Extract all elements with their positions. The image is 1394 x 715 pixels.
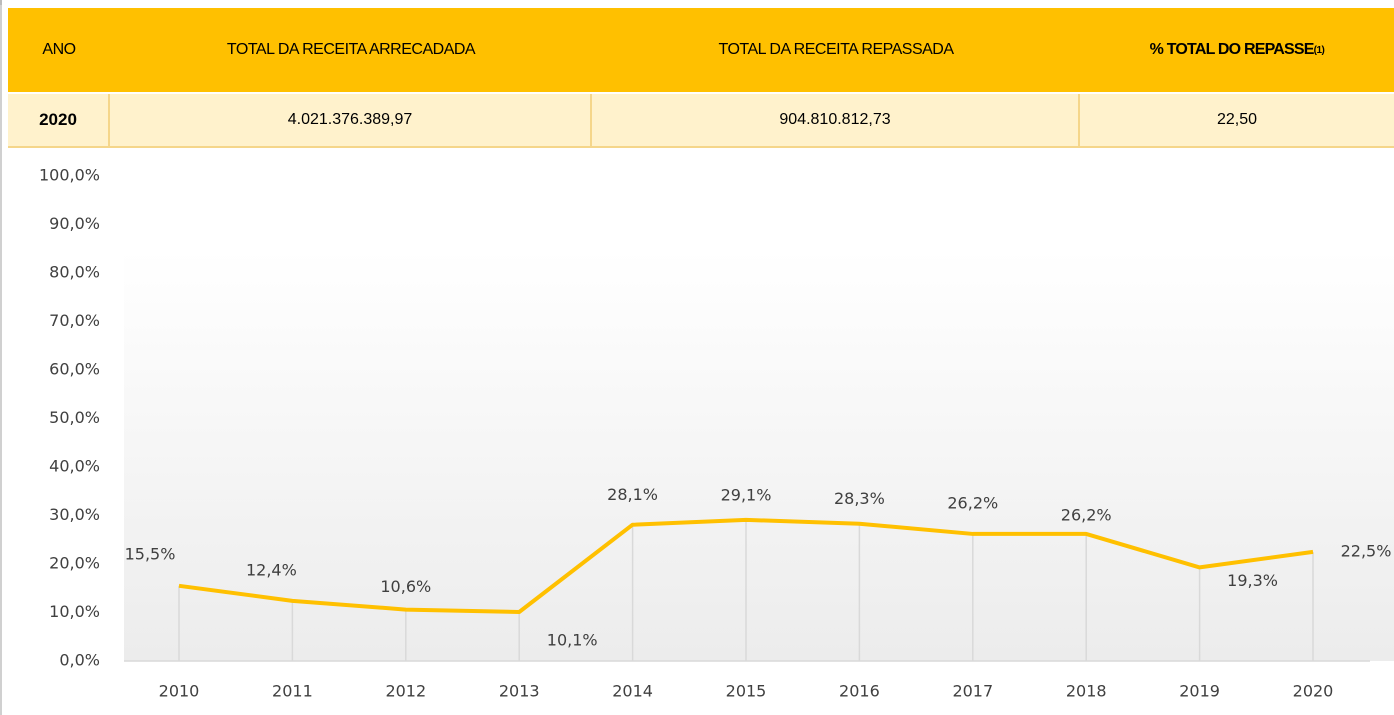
x-tick-label: 2014 — [612, 682, 653, 701]
y-tick-label: 0,0% — [59, 651, 100, 670]
header-note: (1) — [1313, 44, 1325, 56]
header-cell: TOTAL DA RECEITA REPASSADA — [592, 8, 1080, 92]
row-cell: 22,50 — [1080, 94, 1394, 148]
x-tick-label: 2016 — [839, 682, 880, 701]
header-text: % TOTAL DO REPASSE — [1149, 41, 1315, 58]
data-label: 10,6% — [380, 577, 431, 596]
y-tick-label: 60,0% — [49, 360, 100, 379]
y-tick-label: 80,0% — [49, 263, 100, 282]
data-label: 29,1% — [721, 485, 772, 504]
data-label: 22,5% — [1341, 541, 1392, 560]
header-cell: ANO — [8, 8, 110, 92]
x-tick-label: 2018 — [1066, 682, 1107, 701]
line — [178, 517, 1314, 615]
data-label: 26,2% — [947, 493, 998, 512]
y-tick-label: 70,0% — [49, 311, 100, 330]
y-tick-label: 40,0% — [49, 457, 100, 476]
left-border — [0, 0, 2, 715]
data-label: 10,1% — [547, 631, 598, 650]
y-tick-label: 20,0% — [49, 554, 100, 573]
y-tick-label: 50,0% — [49, 408, 100, 427]
x-tick-label: 2011 — [272, 682, 313, 701]
data-label: 15,5% — [125, 544, 176, 563]
row-cell: 4.021.376.389,97 — [110, 94, 592, 148]
row-cell: 904.810.812,73 — [592, 94, 1080, 148]
x-tick-label: 2019 — [1179, 682, 1220, 701]
header-cell: TOTAL DA RECEITA ARRECADADA — [110, 8, 592, 92]
row-cell: 2020 — [8, 94, 110, 148]
plot-background — [124, 250, 1394, 661]
x-tick-label: 2010 — [159, 682, 200, 701]
data-label: 28,3% — [834, 489, 885, 508]
data-label: 26,2% — [1061, 505, 1112, 524]
y-tick-label: 100,0% — [39, 166, 100, 185]
x-tick-label: 2012 — [385, 682, 426, 701]
data-label: 28,1% — [607, 485, 658, 504]
x-tick-label: 2013 — [499, 682, 540, 701]
data-label: 19,3% — [1227, 571, 1278, 590]
y-tick-label: 30,0% — [49, 505, 100, 524]
x-tick-label: 2020 — [1293, 682, 1334, 701]
y-tick-label: 90,0% — [49, 214, 100, 233]
header-cell: % TOTAL DO REPASSE (1) — [1080, 8, 1394, 92]
data-label: 12,4% — [246, 560, 297, 579]
top-marks — [0, 0, 472, 5]
x-tick-label: 2017 — [952, 682, 993, 701]
x-tick-label: 2015 — [726, 682, 767, 701]
y-tick-label: 10,0% — [49, 602, 100, 621]
